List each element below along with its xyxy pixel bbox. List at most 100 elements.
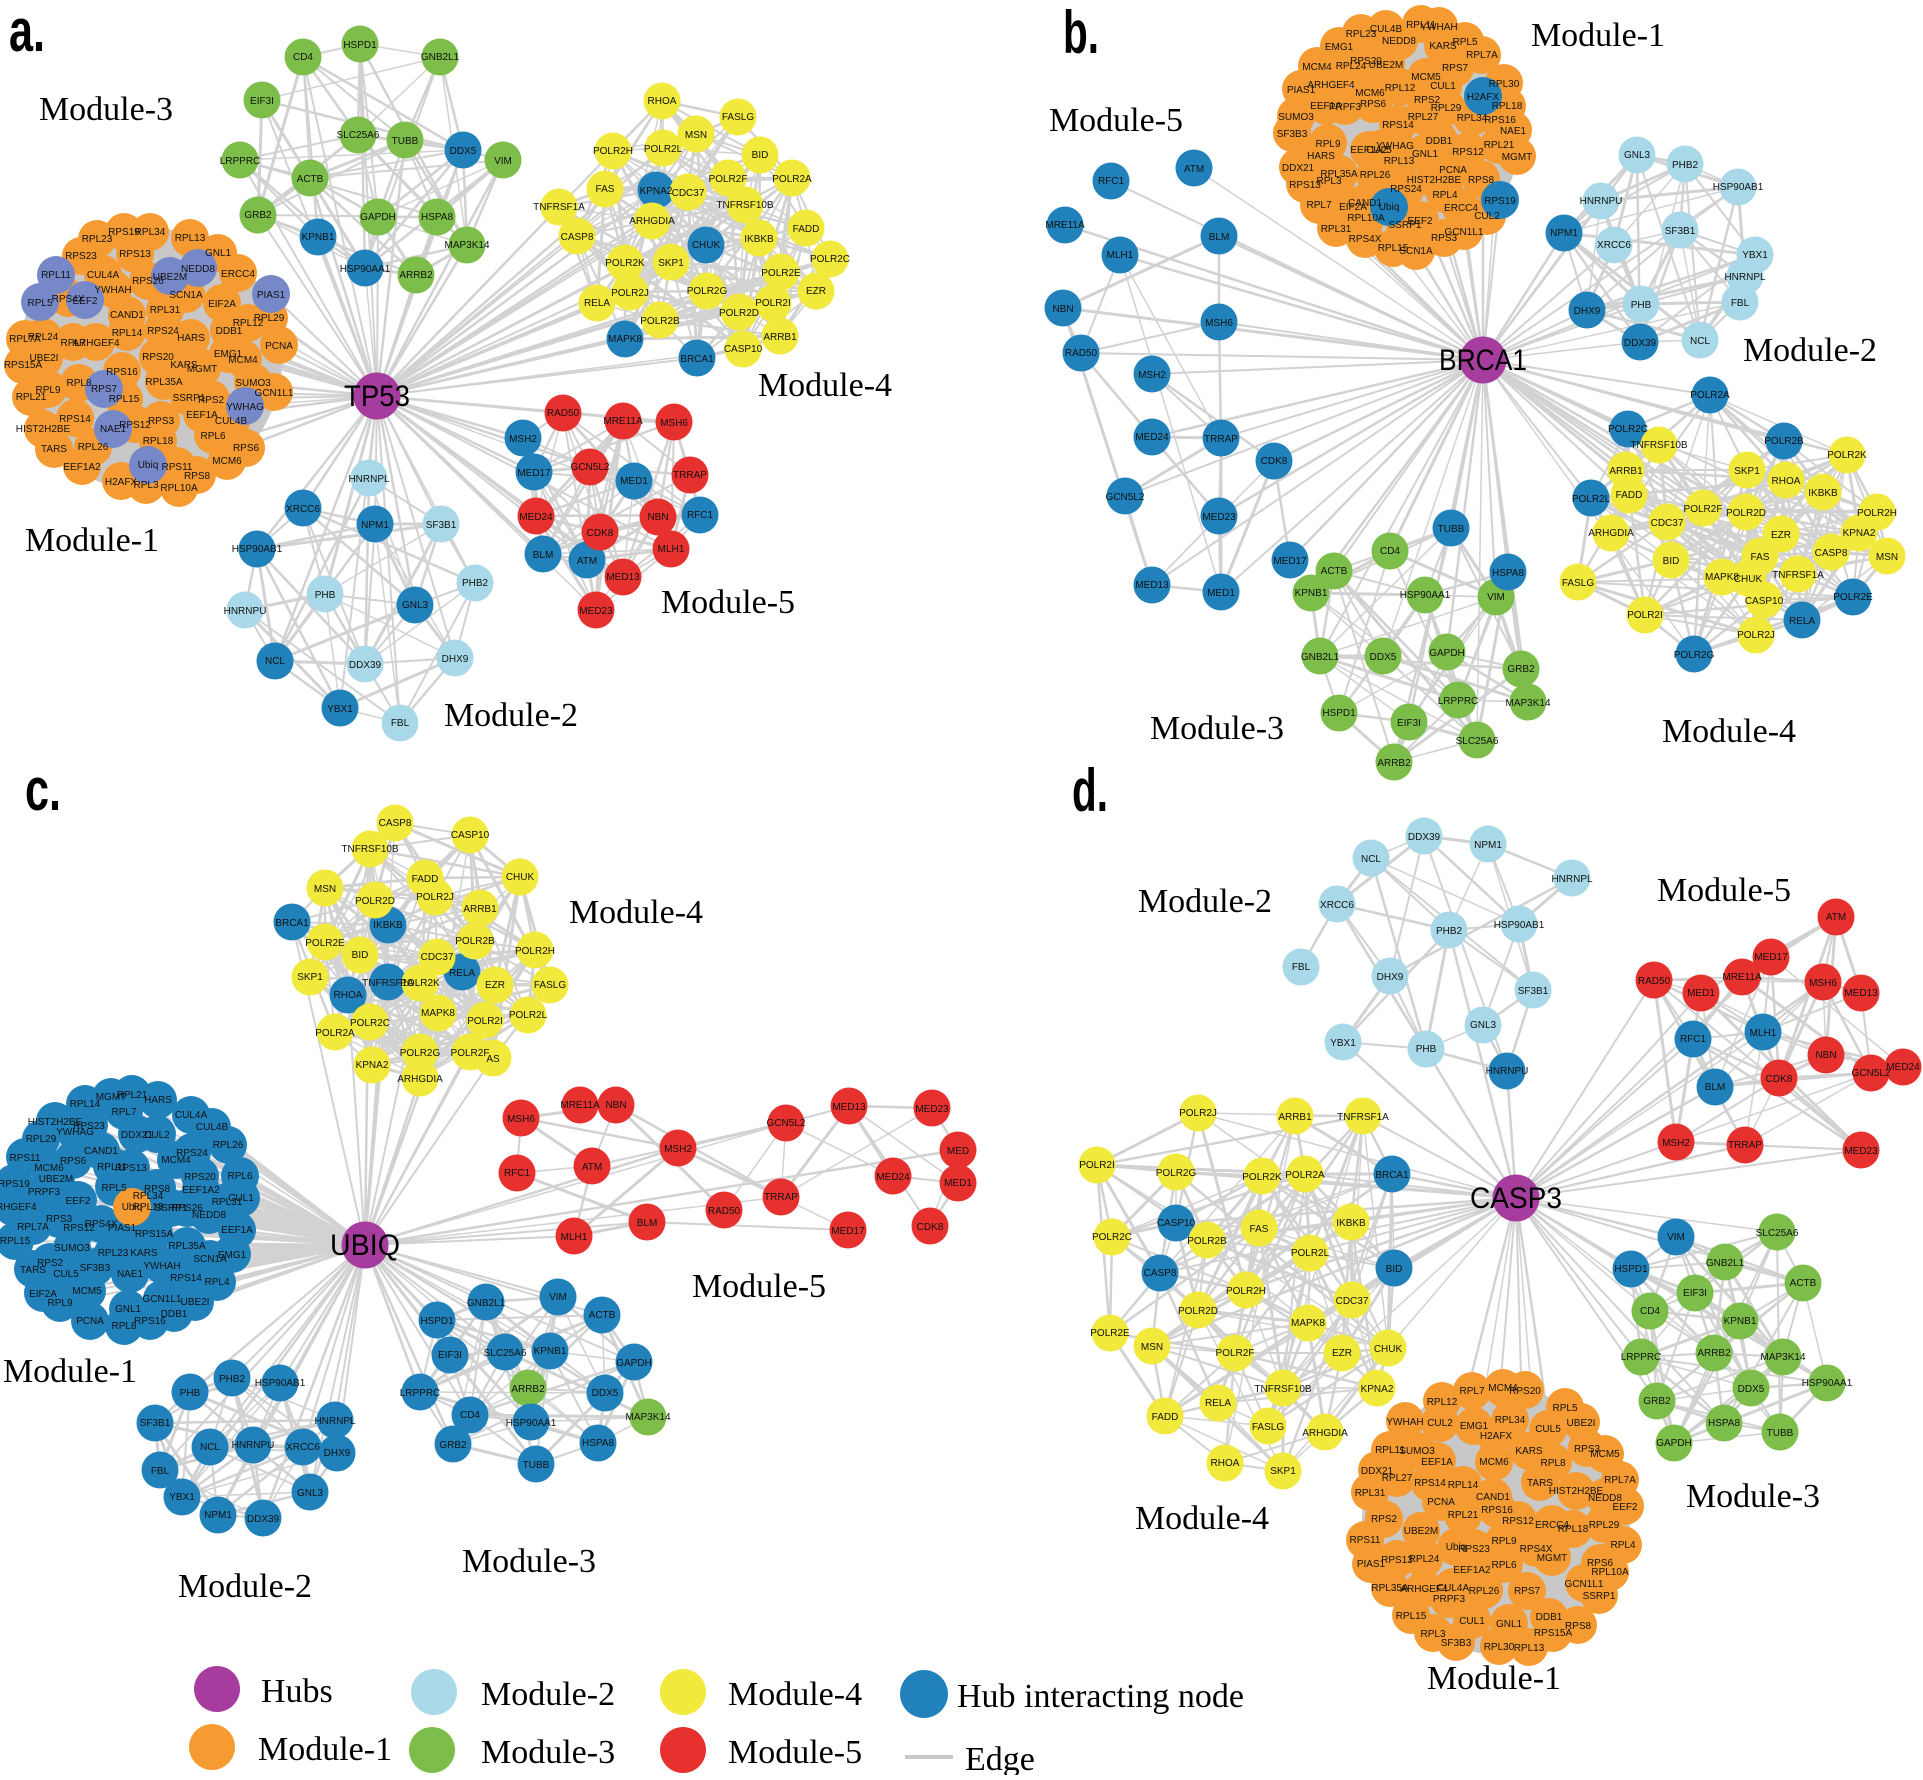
svg-text:YWHAH: YWHAH [1386, 1417, 1423, 1428]
svg-text:RPL34: RPL34 [135, 227, 166, 238]
svg-text:PCNA: PCNA [265, 341, 293, 352]
svg-text:NAE1: NAE1 [100, 424, 127, 435]
svg-text:CUL5: CUL5 [1535, 1424, 1561, 1435]
svg-text:HNRNPU: HNRNPU [1580, 196, 1623, 207]
svg-text:ARRB2: ARRB2 [511, 1384, 545, 1395]
svg-text:GRB2: GRB2 [244, 210, 272, 221]
svg-text:GNL3: GNL3 [402, 600, 429, 611]
svg-text:RAD50: RAD50 [1065, 348, 1098, 359]
svg-text:RPL7A: RPL7A [17, 1222, 49, 1233]
svg-text:Module-5: Module-5 [692, 1268, 826, 1305]
svg-text:CD4: CD4 [460, 1410, 480, 1421]
svg-text:CHUK: CHUK [506, 872, 535, 883]
svg-text:GAPDH: GAPDH [360, 212, 396, 223]
svg-text:RPS23: RPS23 [65, 251, 97, 262]
svg-text:SF3B3: SF3B3 [80, 1263, 111, 1274]
svg-text:SF3B1: SF3B1 [140, 1418, 171, 1429]
svg-text:NCL: NCL [1361, 854, 1381, 865]
svg-text:POLR2F: POLR2F [1216, 1348, 1255, 1359]
svg-text:EIF3I: EIF3I [250, 96, 274, 107]
svg-text:RPS2: RPS2 [198, 395, 225, 406]
svg-text:PHB: PHB [1631, 300, 1652, 311]
svg-text:RPL34: RPL34 [1457, 113, 1488, 124]
svg-text:RPL14: RPL14 [1448, 1480, 1479, 1491]
svg-text:DDX39: DDX39 [1408, 832, 1441, 843]
svg-text:RPS24: RPS24 [176, 1148, 208, 1159]
svg-text:ATM: ATM [577, 556, 597, 567]
svg-text:BRCA1: BRCA1 [1375, 1170, 1409, 1181]
svg-text:RPL7: RPL7 [1306, 200, 1331, 211]
svg-text:RPL31: RPL31 [150, 305, 181, 316]
svg-text:RPS12: RPS12 [119, 420, 151, 431]
svg-text:YBX1: YBX1 [1330, 1038, 1356, 1049]
svg-text:EIF3I: EIF3I [438, 1350, 462, 1361]
svg-text:RPL26: RPL26 [78, 442, 109, 453]
svg-text:RPS6: RPS6 [60, 1156, 87, 1167]
svg-text:MCM6: MCM6 [34, 1163, 64, 1174]
svg-text:SSRP1: SSRP1 [1583, 1591, 1616, 1602]
svg-text:MCM6: MCM6 [1479, 1457, 1509, 1468]
svg-text:PCNA: PCNA [76, 1316, 104, 1327]
svg-text:FASLG: FASLG [1562, 578, 1594, 589]
svg-text:Module-5: Module-5 [728, 1734, 862, 1771]
svg-text:HNRNPU: HNRNPU [232, 1440, 275, 1451]
svg-text:MSN: MSN [314, 884, 336, 895]
svg-text:RPS15A: RPS15A [4, 360, 43, 371]
svg-text:MSH6: MSH6 [660, 418, 688, 429]
svg-text:GNL1: GNL1 [115, 1304, 142, 1315]
svg-text:HSPD1: HSPD1 [1614, 1264, 1648, 1275]
svg-text:BID: BID [752, 150, 769, 161]
svg-text:MAPK8: MAPK8 [1705, 572, 1739, 583]
svg-text:GNL3: GNL3 [1470, 1020, 1497, 1031]
svg-text:NBN: NBN [1052, 304, 1073, 315]
svg-text:MED24: MED24 [876, 1172, 910, 1183]
svg-text:RPL18: RPL18 [1558, 1524, 1589, 1535]
svg-text:DDX5: DDX5 [450, 146, 477, 157]
svg-text:RPS8: RPS8 [1468, 175, 1495, 186]
svg-text:RPL10A: RPL10A [1591, 1567, 1629, 1578]
svg-text:KARS: KARS [1515, 1446, 1543, 1457]
svg-text:TNFRSF1A: TNFRSF1A [362, 978, 414, 989]
svg-text:POLR2K: POLR2K [1827, 450, 1867, 461]
svg-text:PIAS1: PIAS1 [1287, 85, 1316, 96]
svg-text:DHX9: DHX9 [1377, 972, 1404, 983]
svg-text:MCM5: MCM5 [1411, 72, 1441, 83]
svg-text:RPL13: RPL13 [1384, 156, 1415, 167]
svg-text:RPS20: RPS20 [142, 352, 174, 363]
svg-text:EIF2A: EIF2A [1339, 202, 1367, 213]
svg-text:UBE2M: UBE2M [153, 272, 187, 283]
svg-text:HIST2H2BE: HIST2H2BE [16, 424, 71, 435]
svg-text:YBX1: YBX1 [327, 704, 353, 715]
svg-text:RPS26: RPS26 [132, 276, 164, 287]
svg-text:TUBB: TUBB [1438, 524, 1465, 535]
svg-text:RPL12: RPL12 [1427, 1397, 1458, 1408]
svg-text:SKP1: SKP1 [297, 972, 323, 983]
svg-text:RPL3: RPL3 [1420, 1629, 1445, 1640]
svg-text:CUL5: CUL5 [1366, 145, 1392, 156]
svg-text:Hub interacting node: Hub interacting node [957, 1678, 1244, 1715]
svg-text:PHB2: PHB2 [219, 1374, 246, 1385]
svg-text:POLR2I: POLR2I [467, 1016, 503, 1027]
svg-text:GNB2L1: GNB2L1 [421, 52, 460, 63]
svg-text:RPL5: RPL5 [101, 1183, 126, 1194]
svg-text:FASLG: FASLG [1252, 1422, 1284, 1433]
svg-text:HSPD1: HSPD1 [420, 1316, 454, 1327]
svg-text:RHOA: RHOA [648, 96, 677, 107]
svg-text:FBL: FBL [151, 1466, 170, 1477]
svg-text:PIAS1: PIAS1 [108, 1223, 137, 1234]
svg-text:RPS26: RPS26 [171, 1203, 203, 1214]
svg-text:EEF1A: EEF1A [221, 1225, 253, 1236]
svg-text:ARHGDIA: ARHGDIA [1588, 528, 1634, 539]
svg-text:RPL21: RPL21 [1484, 140, 1515, 151]
svg-text:Module-3: Module-3 [481, 1734, 615, 1771]
svg-text:MAPK8: MAPK8 [1291, 1318, 1325, 1329]
svg-text:CASP8: CASP8 [379, 818, 412, 829]
svg-text:CASP8: CASP8 [1144, 1268, 1177, 1279]
svg-text:NCL: NCL [1690, 336, 1710, 347]
svg-text:RPS19: RPS19 [108, 227, 140, 238]
svg-text:HIST2H2BE: HIST2H2BE [1407, 175, 1462, 186]
svg-text:BID: BID [1663, 556, 1680, 567]
svg-text:RELA: RELA [449, 968, 475, 979]
svg-text:RPS8: RPS8 [1565, 1621, 1592, 1632]
svg-text:KPNA2: KPNA2 [640, 186, 673, 197]
